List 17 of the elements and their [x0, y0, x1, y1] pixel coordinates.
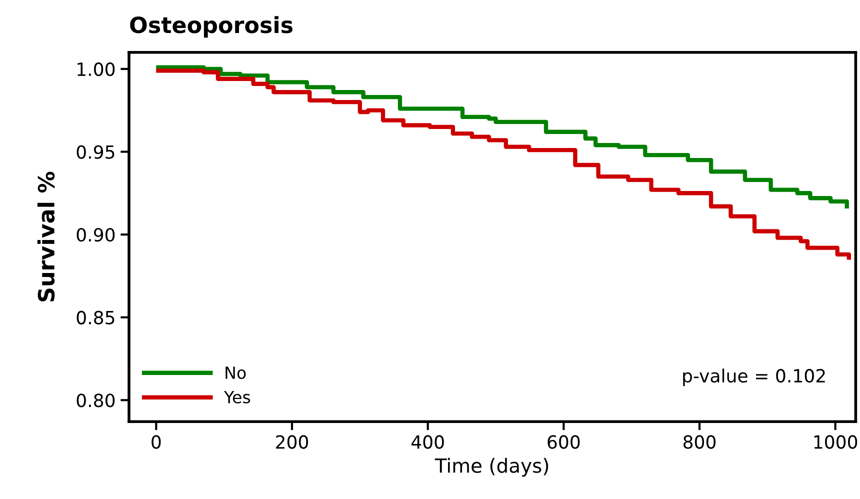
- annotation: p-value = 0.102: [683, 368, 825, 386]
- x-tick-label: 1000: [814, 435, 858, 449]
- y-tick-label: 1.00: [78, 62, 115, 76]
- x-tick-label: 400: [411, 435, 444, 449]
- chart-title: Osteoporosis: [130, 16, 292, 38]
- y-tick-label: 0.85: [76, 310, 114, 324]
- x-tick-label: 200: [276, 435, 308, 449]
- x-tick-label: 800: [683, 435, 716, 449]
- legend-label: No: [226, 366, 246, 379]
- legend-label: Yes: [224, 391, 250, 404]
- y-tick-label: 0.90: [76, 228, 115, 242]
- x-tick-label: 0: [152, 435, 161, 449]
- x-tick-label: 600: [548, 435, 580, 449]
- y-tick-label: 0.80: [76, 394, 115, 408]
- y-axis-title: Survival %: [37, 172, 55, 302]
- x-axis-title: Time (days): [434, 458, 548, 477]
- y-tick-label: 0.95: [76, 145, 114, 159]
